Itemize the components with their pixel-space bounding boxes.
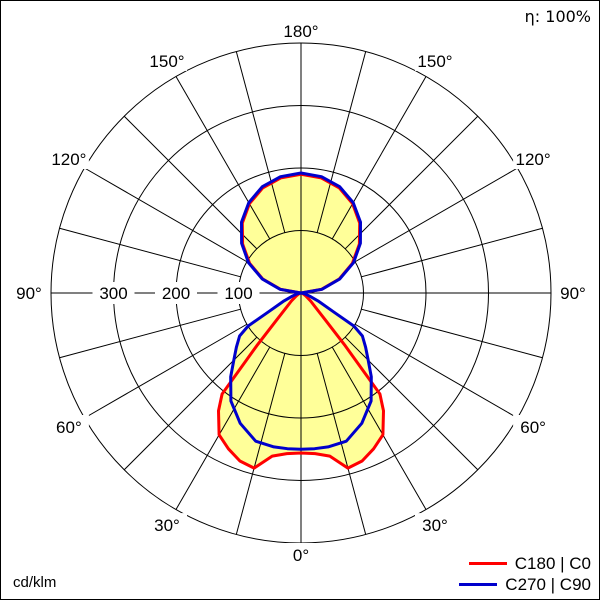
grid-spoke bbox=[316, 51, 367, 233]
efficiency-label: η: 100% bbox=[524, 7, 591, 26]
radial-label-bg bbox=[155, 282, 197, 304]
angle-label-bg bbox=[9, 281, 49, 303]
legend-item-c270-c90: C270 | C90 bbox=[459, 574, 591, 595]
angle-label: 90° bbox=[16, 284, 42, 303]
grid-spoke bbox=[59, 308, 241, 359]
legend-swatch-red bbox=[468, 562, 507, 565]
angle-label-bg bbox=[48, 415, 89, 437]
angle-label-bg bbox=[147, 48, 187, 71]
grid-spoke bbox=[59, 227, 241, 278]
grid-spoke bbox=[175, 76, 271, 240]
angle-label: 180° bbox=[283, 22, 318, 41]
legend-label: C180 | C0 bbox=[514, 553, 591, 573]
legend-label: C270 | C90 bbox=[505, 574, 591, 594]
legend-item-c180-c0: C180 | C0 bbox=[459, 553, 591, 574]
unit-label: cd/klm bbox=[13, 574, 57, 591]
angle-label: 60° bbox=[56, 418, 82, 437]
grid-spoke bbox=[344, 115, 479, 250]
grid-spoke bbox=[354, 167, 518, 263]
angle-label: 0° bbox=[293, 546, 309, 565]
grid-spoke bbox=[331, 346, 427, 510]
angle-label: 60° bbox=[520, 418, 546, 437]
grid-spoke bbox=[331, 76, 427, 240]
grid-spoke bbox=[84, 167, 248, 263]
radial-tick-label: 300 bbox=[99, 284, 127, 303]
grid-spoke bbox=[123, 115, 258, 250]
intensity-curve-c270-c90 bbox=[229, 171, 373, 451]
grid-spoke bbox=[84, 323, 248, 419]
angle-label-bg bbox=[513, 415, 554, 437]
grid-spoke bbox=[354, 323, 518, 419]
angle-label: 90° bbox=[560, 284, 586, 303]
radial-tick-label: 100 bbox=[224, 284, 252, 303]
angle-label: 150° bbox=[417, 52, 452, 71]
angle-label-bg bbox=[281, 19, 321, 41]
legend-swatch-blue bbox=[459, 583, 498, 586]
grid-spoke bbox=[361, 308, 543, 359]
angle-label: 120° bbox=[51, 150, 86, 169]
angle-label-bg bbox=[281, 543, 321, 565]
angle-label-bg bbox=[48, 147, 89, 169]
angle-label: 30° bbox=[154, 516, 180, 535]
angle-label-bg bbox=[415, 48, 455, 71]
angle-label: 30° bbox=[422, 516, 448, 535]
grid-spoke bbox=[361, 227, 543, 278]
angle-label-bg bbox=[513, 147, 554, 169]
angle-label: 150° bbox=[149, 52, 184, 71]
angle-label-bg bbox=[553, 281, 593, 303]
radial-tick-label: 200 bbox=[162, 284, 190, 303]
grid-spoke bbox=[175, 346, 271, 510]
radial-label-bg bbox=[92, 282, 135, 304]
legend: C180 | C0 C270 | C90 bbox=[459, 553, 591, 595]
grid-spoke bbox=[235, 51, 286, 233]
angle-label-bg bbox=[415, 513, 455, 536]
radial-label-bg bbox=[217, 282, 260, 304]
angle-label-bg bbox=[147, 513, 187, 536]
angle-label: 120° bbox=[516, 150, 551, 169]
